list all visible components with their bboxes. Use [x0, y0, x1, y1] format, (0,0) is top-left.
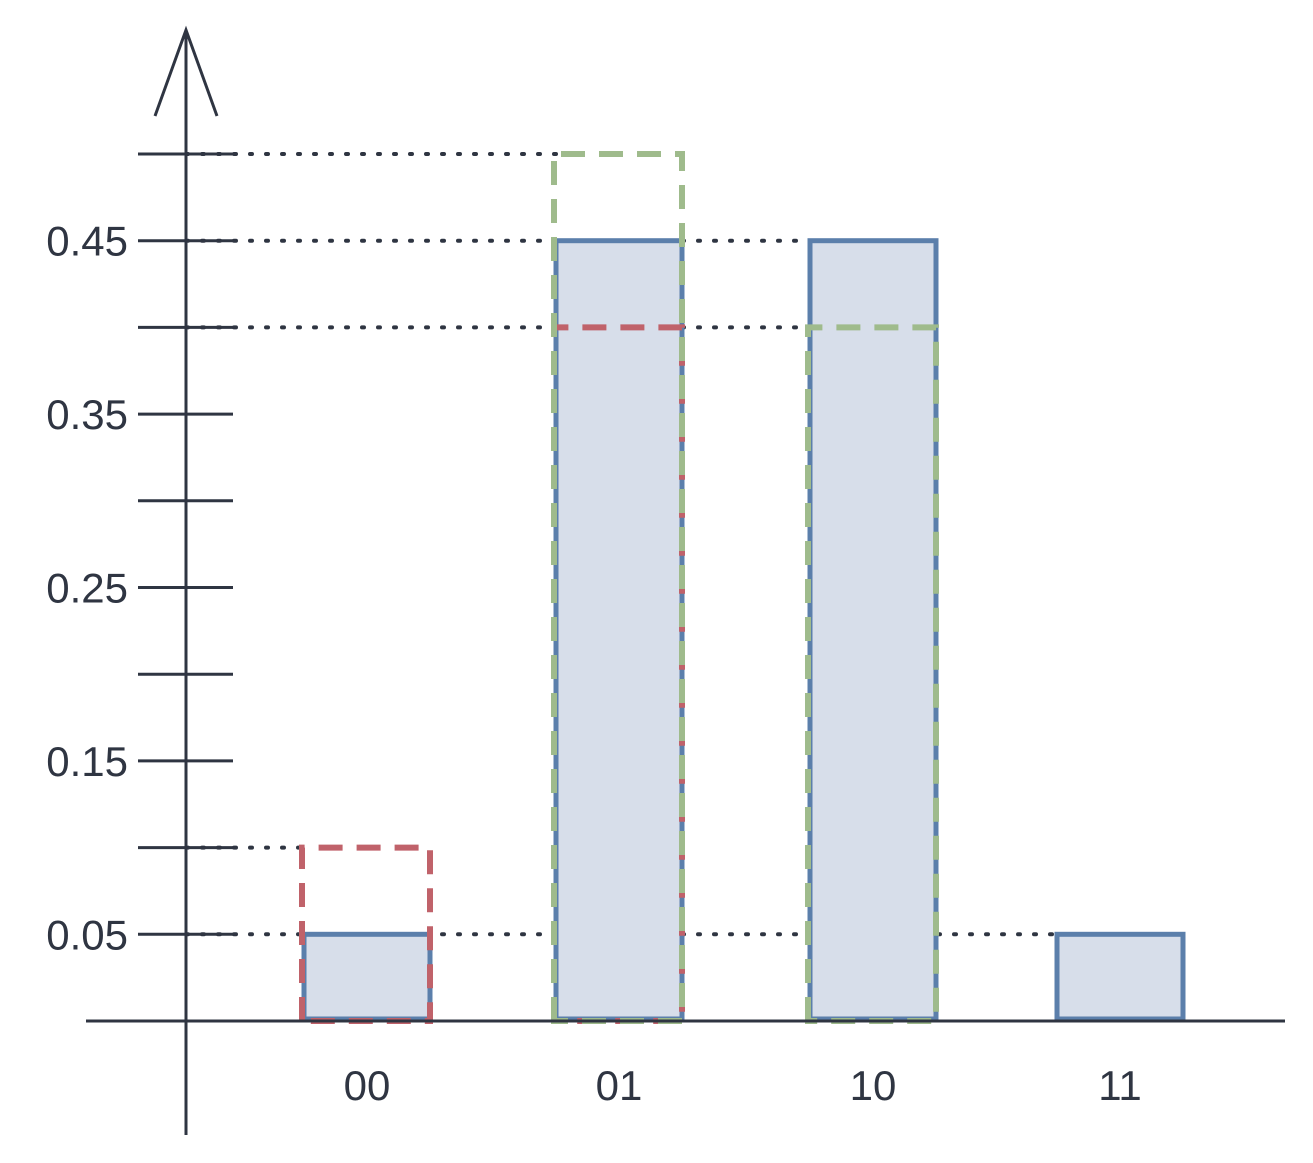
y-tick-label-0.25: 0.25: [46, 565, 128, 612]
x-tick-label-01: 01: [596, 1062, 643, 1109]
y-axis-arrow: [153, 25, 219, 117]
y-tick-label-0.35: 0.35: [46, 391, 128, 438]
y-ticks: 0.05 0.15 0.25 0.35 0.45: [46, 152, 233, 958]
category-labels: 00 01 10 11: [344, 1062, 1142, 1109]
x-tick-label-00: 00: [344, 1062, 391, 1109]
bar-00: [301, 931, 433, 1022]
y-tick-label-0.45: 0.45: [46, 218, 128, 265]
bars: [301, 238, 1186, 1022]
x-tick-label-10: 10: [850, 1062, 897, 1109]
bar-01: [553, 238, 685, 1022]
x-tick-label-11: 11: [1098, 1062, 1142, 1109]
y-tick-label-0.05: 0.05: [46, 911, 128, 958]
bar-10: [807, 238, 939, 1022]
y-tick-label-0.15: 0.15: [46, 738, 128, 785]
axes: [86, 25, 1285, 1135]
bar-11: [1054, 931, 1186, 1022]
dashed-outline-green-10: [805, 324, 939, 1024]
